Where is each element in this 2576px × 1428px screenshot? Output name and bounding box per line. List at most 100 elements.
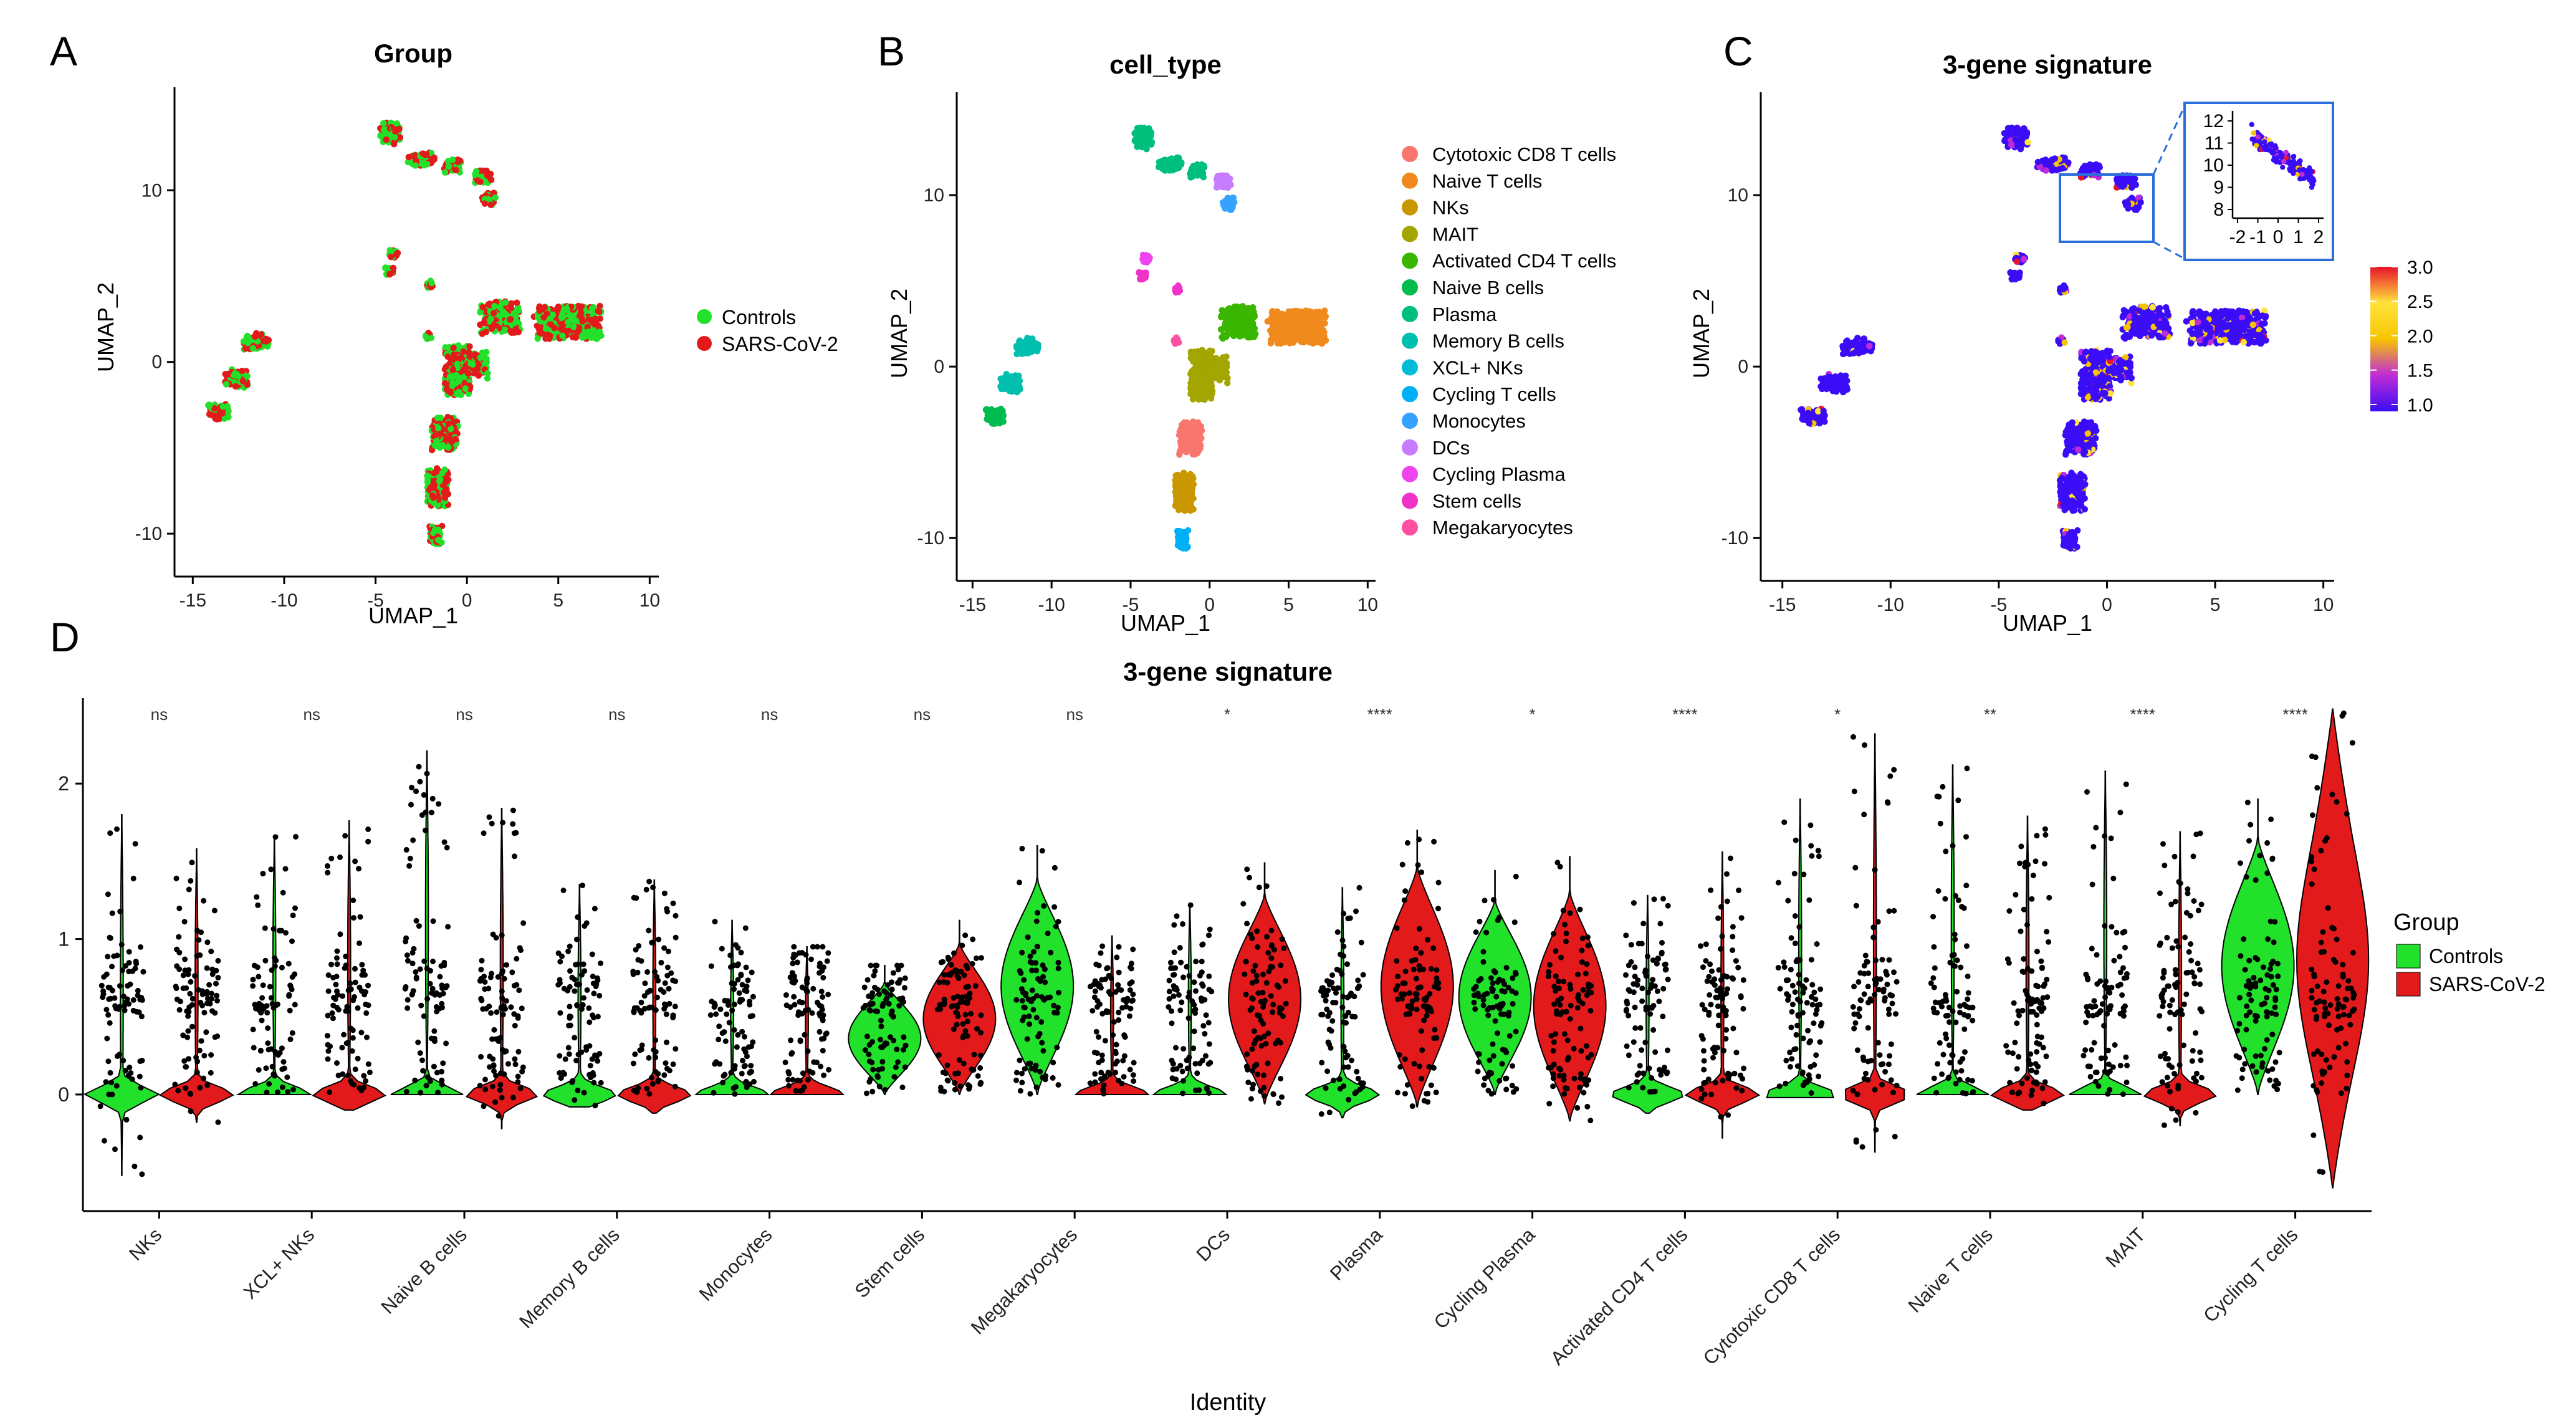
umap-point [391, 134, 398, 141]
x-tick-label: 10 [639, 590, 660, 611]
umap-point [515, 307, 522, 314]
umap-point [223, 381, 230, 388]
umap-point [492, 194, 499, 201]
umap-point [446, 373, 454, 380]
umap-point [555, 304, 562, 310]
umap-point [466, 343, 473, 350]
panel-label-d: D [50, 614, 80, 660]
umap-point [387, 253, 395, 261]
umap-point [450, 352, 457, 358]
umap-point [430, 494, 437, 501]
umap-point [509, 329, 515, 336]
umap-point [390, 264, 397, 271]
umap-point [456, 388, 462, 396]
umap-point [541, 304, 548, 311]
x-tick-label: -15 [180, 590, 206, 611]
umap-point [488, 325, 496, 332]
umap-point [487, 201, 494, 208]
umap-point [462, 385, 469, 392]
umap-point [1285, 308, 1292, 315]
umap-point [1278, 320, 1285, 327]
umap-point [225, 414, 232, 421]
umap-point [573, 329, 581, 336]
umap-point [1313, 321, 1320, 328]
umap-point [558, 321, 566, 328]
umap-point [508, 304, 515, 312]
x-tick-label: 5 [553, 590, 563, 611]
umap-point [239, 367, 246, 375]
umap-point [239, 378, 247, 385]
umap-point [263, 338, 270, 345]
umap-point [513, 318, 520, 325]
umap-point [380, 127, 388, 133]
umap-point [386, 271, 393, 278]
umap-point [224, 403, 231, 410]
umap-point [231, 372, 237, 379]
umap-point [1195, 356, 1202, 363]
umap-point [1273, 309, 1280, 315]
umap-point [432, 526, 439, 533]
panel-a-title: Group [374, 39, 452, 68]
umap-point [1267, 340, 1275, 347]
umap-point [490, 310, 497, 317]
umap-point [257, 331, 265, 338]
y-tick-label: 0 [151, 352, 162, 373]
umap-point [1311, 333, 1318, 340]
umap-point [1221, 323, 1228, 330]
umap-point [559, 314, 567, 320]
umap-point [423, 333, 429, 340]
umap-point [578, 315, 585, 322]
panel-label-b: B [878, 28, 905, 74]
umap-point [1251, 312, 1258, 319]
umap-point [465, 348, 472, 356]
umap-point [481, 200, 489, 207]
umap-point [1223, 333, 1230, 340]
legend-label-controls: Controls [722, 306, 796, 328]
umap-point [452, 380, 459, 386]
umap-point [1305, 319, 1312, 326]
umap-point [423, 161, 431, 168]
umap-point [502, 299, 509, 306]
panel-b-scatter [982, 124, 1329, 552]
umap-point [445, 420, 452, 427]
panel-a-scatter [205, 119, 605, 547]
x-tick-label: -10 [271, 590, 297, 611]
umap-point [445, 444, 452, 451]
umap-point [534, 335, 541, 342]
umap-point [457, 157, 464, 164]
umap-point [1235, 317, 1242, 324]
panel-a-xlabel: UMAP_1 [368, 603, 458, 628]
umap-point [424, 472, 431, 479]
umap-point [469, 361, 476, 368]
umap-point [1289, 318, 1296, 325]
umap-point [431, 154, 438, 161]
umap-point [436, 431, 443, 438]
umap-point [249, 345, 257, 352]
umap-point [244, 340, 251, 347]
umap-point [547, 332, 553, 339]
umap-point [206, 411, 213, 418]
umap-point [1292, 310, 1300, 317]
umap-point [1194, 371, 1201, 378]
umap-point [251, 333, 259, 340]
umap-point [464, 370, 472, 377]
panel-b-title: cell_type [1109, 50, 1222, 79]
umap-point [391, 141, 398, 148]
umap-point [483, 358, 490, 366]
umap-point [579, 334, 586, 341]
umap-point [449, 366, 456, 373]
umap-point [1209, 348, 1215, 355]
umap-point [377, 133, 384, 140]
umap-point [206, 403, 213, 410]
umap-point [1245, 334, 1252, 341]
umap-point [1282, 329, 1289, 336]
umap-point [450, 345, 457, 352]
umap-point [1199, 393, 1206, 400]
umap-point [242, 345, 249, 352]
umap-point [439, 441, 446, 449]
umap-point [457, 354, 464, 361]
umap-point [1245, 309, 1252, 316]
